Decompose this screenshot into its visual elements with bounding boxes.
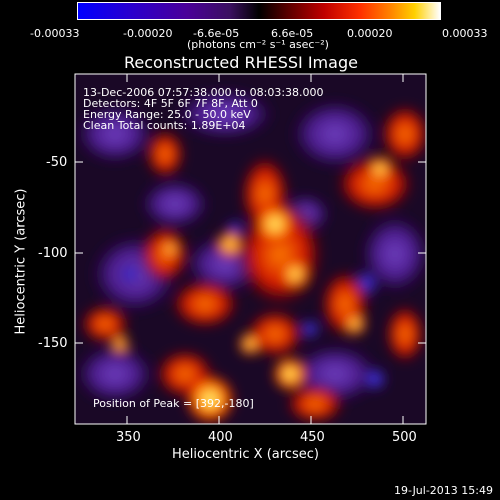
x-tick-label: 500 [392, 430, 417, 445]
x-tick-label: 400 [208, 430, 233, 445]
x-tick-label: 350 [116, 430, 141, 445]
x-axis-label: Heliocentric X (arcsec) [172, 447, 319, 462]
y-axis-label: Heliocentric Y (arcsec) [14, 177, 29, 347]
y-tick-label: -100 [38, 246, 68, 261]
y-tick-label: -50 [46, 155, 67, 170]
timestamp-footer: 19-Jul-2013 15:49 [394, 484, 493, 497]
y-axis-ticks [75, 162, 426, 343]
y-tick-label: -150 [38, 336, 68, 351]
x-tick-label: 450 [300, 430, 325, 445]
x-axis-ticks [127, 74, 403, 424]
